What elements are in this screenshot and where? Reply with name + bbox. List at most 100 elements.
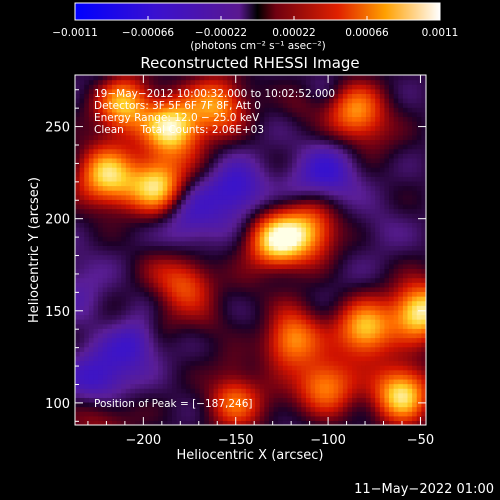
heatmap-cell	[171, 392, 178, 398]
heatmap-cell	[218, 286, 224, 293]
heatmap-cell	[241, 134, 247, 141]
heatmap-cell	[278, 342, 284, 348]
heatmap-cell	[176, 144, 182, 150]
heatmap-cell	[227, 208, 233, 214]
heatmap-cell	[338, 130, 344, 136]
heatmap-cell	[102, 190, 108, 196]
heatmap-cell	[282, 102, 289, 108]
heatmap-cell	[319, 226, 325, 233]
heatmap-cell	[116, 254, 122, 260]
heatmap-cell	[241, 125, 247, 131]
heatmap-cell	[365, 406, 372, 412]
heatmap-cell	[208, 268, 215, 274]
heatmap-cell	[88, 323, 95, 329]
heatmap-cell	[292, 296, 298, 302]
heatmap-cell	[213, 213, 219, 219]
heatmap-cell	[176, 171, 182, 177]
heatmap-cell	[278, 217, 284, 223]
heatmap-cell	[162, 180, 168, 187]
heatmap-cell	[218, 282, 224, 288]
heatmap-cell	[199, 342, 205, 348]
heatmap-cell	[305, 139, 312, 145]
heatmap-cell	[319, 397, 325, 403]
heatmap-cell	[102, 157, 108, 164]
heatmap-cell	[370, 323, 376, 329]
heatmap-cell	[116, 190, 122, 196]
heatmap-cell	[204, 240, 210, 246]
heatmap-cell	[315, 203, 321, 210]
heatmap-cell	[305, 273, 312, 279]
heatmap-cell	[375, 254, 381, 260]
heatmap-cell	[102, 383, 108, 389]
heatmap-cell	[282, 309, 289, 316]
heatmap-cell	[222, 328, 229, 334]
heatmap-cell	[305, 190, 312, 196]
heatmap-cell	[347, 296, 353, 302]
heatmap-cell	[236, 180, 242, 187]
heatmap-cell	[305, 415, 312, 421]
heatmap-cell	[125, 111, 132, 118]
heatmap-cell	[213, 144, 219, 150]
heatmap-cell	[296, 332, 302, 339]
heatmap-cell	[232, 282, 238, 288]
heatmap-cell	[176, 121, 182, 127]
heatmap-cell	[148, 130, 155, 136]
heatmap-cell	[185, 401, 192, 408]
heatmap-cell	[139, 300, 145, 306]
heatmap-cell	[255, 346, 261, 352]
heatmap-cell	[278, 180, 284, 187]
heatmap-cell	[241, 277, 247, 283]
heatmap-cell	[287, 268, 293, 274]
heatmap-cell	[218, 273, 224, 279]
heatmap-cell	[273, 351, 279, 357]
heatmap-cell	[125, 411, 132, 417]
heatmap-cell	[245, 245, 252, 251]
heatmap-cell	[338, 369, 344, 375]
heatmap-cell	[181, 406, 187, 412]
heatmap-cell	[93, 213, 99, 219]
heatmap-cell	[282, 116, 289, 122]
heatmap-cell	[264, 121, 270, 127]
heatmap-cell	[296, 75, 302, 81]
heatmap-cell	[130, 323, 136, 329]
heatmap-cell	[84, 420, 90, 425]
heatmap-cell	[352, 282, 358, 288]
heatmap-cell	[121, 250, 127, 256]
heatmap-cell	[365, 157, 372, 164]
heatmap-cell	[301, 84, 307, 90]
heatmap-cell	[365, 176, 372, 182]
heatmap-cell	[130, 332, 136, 339]
heatmap-cell	[305, 245, 312, 251]
heatmap-cell	[342, 167, 349, 173]
heatmap-cell	[135, 346, 141, 352]
heatmap-cell	[171, 319, 178, 325]
heatmap-cell	[352, 111, 358, 118]
heatmap-cell	[324, 411, 330, 417]
heatmap-cell	[185, 217, 192, 223]
heatmap-cell	[75, 231, 81, 237]
heatmap-cell	[116, 383, 122, 389]
heatmap-cell	[208, 199, 215, 205]
heatmap-cell	[162, 171, 168, 177]
heatmap-cell	[167, 268, 173, 274]
heatmap-cell	[130, 415, 136, 421]
heatmap-cell	[338, 314, 344, 320]
heatmap-cell	[144, 411, 150, 417]
heatmap-cell	[310, 167, 316, 173]
heatmap-cell	[213, 259, 219, 265]
heatmap-cell	[185, 319, 192, 325]
heatmap-cell	[84, 88, 90, 95]
heatmap-cell	[241, 282, 247, 288]
heatmap-cell	[88, 116, 95, 122]
heatmap-cell	[324, 374, 330, 380]
heatmap-cell	[282, 332, 289, 339]
heatmap-cell	[324, 291, 330, 297]
heatmap-cell	[88, 88, 95, 95]
heatmap-cell	[301, 360, 307, 366]
heatmap-cell	[121, 369, 127, 375]
heatmap-cell	[208, 167, 215, 173]
heatmap-cell	[264, 351, 270, 357]
heatmap-cell	[347, 116, 353, 122]
heatmap-cell	[227, 309, 233, 316]
heatmap-cell	[282, 259, 289, 265]
